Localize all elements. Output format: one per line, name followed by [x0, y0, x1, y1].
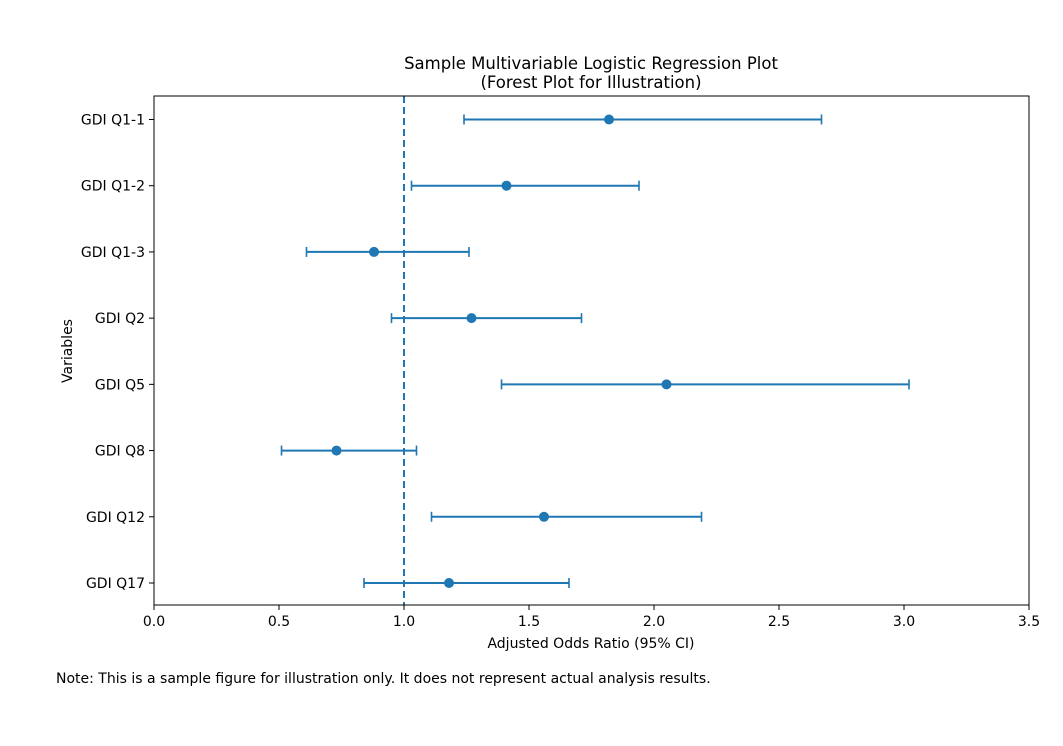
y-tick-label: GDI Q5 [95, 377, 145, 393]
x-tick-label: 2.5 [768, 614, 790, 630]
x-tick-label: 3.5 [1018, 614, 1040, 630]
point-odds-ratio [604, 114, 614, 125]
x-axis-label: Adjusted Odds Ratio (95% CI) [487, 636, 694, 652]
point-odds-ratio [501, 180, 512, 191]
x-tick-label: 1.5 [518, 614, 540, 630]
y-tick-label: GDI Q1-3 [81, 245, 145, 261]
x-tick-label: 0.0 [143, 614, 165, 630]
y-tick-label: GDI Q1-1 [81, 113, 145, 129]
point-odds-ratio [331, 445, 342, 456]
point-odds-ratio [539, 511, 549, 522]
plot-frame [153, 95, 1030, 606]
y-axis-label: Variables [60, 319, 76, 383]
y-tick-label: GDI Q8 [95, 444, 145, 460]
x-tick-label: 0.5 [268, 614, 290, 630]
y-tick-label: GDI Q17 [86, 576, 145, 592]
chart-title: Sample Multivariable Logistic Regression… [404, 54, 778, 73]
x-tick-label: 3.0 [893, 614, 915, 630]
point-odds-ratio [369, 246, 379, 257]
point-odds-ratio [444, 578, 454, 588]
y-tick-label: GDI Q12 [86, 510, 145, 526]
x-tick-label: 1.0 [393, 614, 415, 630]
figure-note: Note: This is a sample figure for illust… [56, 671, 711, 687]
point-odds-ratio [661, 379, 672, 390]
chart-subtitle: (Forest Plot for Illustration) [480, 73, 701, 92]
point-odds-ratio [466, 313, 477, 324]
x-tick-label: 2.0 [643, 614, 665, 630]
y-tick-label: GDI Q2 [95, 311, 145, 327]
y-tick-label: GDI Q1-2 [81, 179, 145, 195]
